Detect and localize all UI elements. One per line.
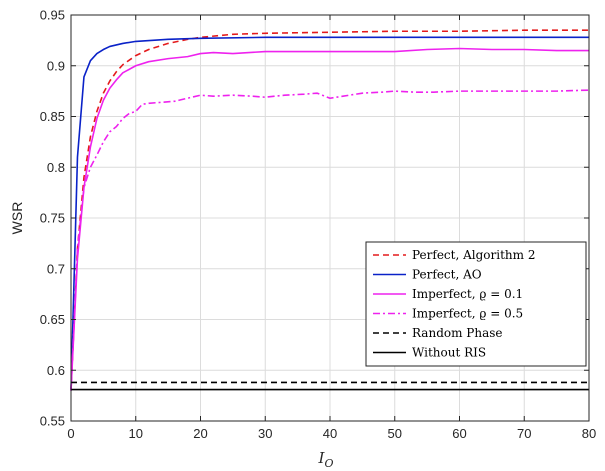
y-tick-label: 0.8 [47,160,65,175]
series-line-0 [70,29,589,391]
series-lines [70,29,590,391]
legend-label: Random Phase [412,326,503,340]
x-axis-label-main: I [318,449,326,467]
x-axis-label-sub: O [324,457,333,470]
legend-label: Imperfect, ϱ = 0.1 [412,287,523,301]
x-tick-label: 30 [258,426,272,441]
y-tick-label: 0.75 [40,211,65,226]
legend: Perfect, Algorithm 2 Perfect, AO Imperfect… [365,241,587,367]
y-tick-label: 0.7 [47,261,65,276]
x-tick-label: 0 [67,426,74,441]
y-tick-label: 0.95 [40,8,65,23]
y-tick-label: 0.6 [47,363,65,378]
legend-box [365,241,587,367]
series-line-1 [70,36,589,391]
x-tick-label: 80 [582,426,596,441]
y-tick-label: 0.9 [47,58,65,73]
legend-label: Imperfect, ϱ = 0.5 [412,307,523,321]
x-tick-label: 50 [388,426,402,441]
y-tick-label: 0.65 [40,312,65,327]
y-axis-label: WSR [9,202,25,235]
x-tick-label: 40 [323,426,337,441]
x-tick-label: 10 [129,426,143,441]
legend-label: Without RIS [412,346,486,360]
x-axis-label: IO [318,449,334,470]
y-tick-label: 0.85 [40,109,65,124]
axis-ticks: 0 10 20 30 40 50 60 70 80 0.55 0.6 0.65 0.7 0.75 0.8 0.… [40,8,597,442]
y-tick-label: 0.55 [40,414,65,429]
series-line-2 [70,47,589,391]
legend-label: Perfect, Algorithm 2 [412,248,535,262]
x-tick-label: 60 [452,426,466,441]
x-tick-label: 20 [193,426,207,441]
series-line-3 [70,89,590,391]
legend-label: Perfect, AO [412,268,482,282]
x-tick-label: 70 [517,426,531,441]
